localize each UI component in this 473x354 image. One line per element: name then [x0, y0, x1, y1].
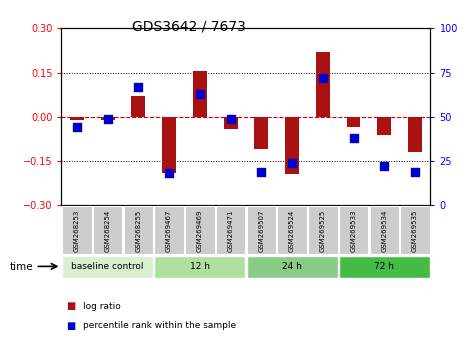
- Bar: [216, 206, 245, 255]
- Text: GSM269471: GSM269471: [228, 209, 234, 252]
- Text: time: time: [9, 262, 33, 272]
- Text: 72 h: 72 h: [374, 262, 394, 271]
- Bar: [400, 206, 430, 255]
- Bar: [377, 117, 391, 135]
- Text: GSM269524: GSM269524: [289, 209, 295, 252]
- Bar: [185, 206, 215, 255]
- Bar: [254, 117, 268, 149]
- Text: GSM269533: GSM269533: [350, 209, 357, 252]
- Bar: [408, 117, 422, 152]
- Bar: [154, 206, 184, 255]
- Point: [319, 75, 326, 81]
- Bar: [193, 71, 207, 117]
- Point: [134, 84, 142, 90]
- Text: GSM268254: GSM268254: [105, 209, 111, 252]
- Point: [350, 135, 358, 141]
- Text: GSM269535: GSM269535: [412, 209, 418, 252]
- Bar: [339, 256, 430, 278]
- Bar: [154, 256, 245, 278]
- Text: percentile rank within the sample: percentile rank within the sample: [83, 321, 236, 330]
- Text: GSM269469: GSM269469: [197, 209, 203, 252]
- Point: [411, 169, 419, 175]
- Text: GSM269507: GSM269507: [258, 209, 264, 252]
- Text: GSM269534: GSM269534: [381, 209, 387, 252]
- Text: 12 h: 12 h: [190, 262, 210, 271]
- Bar: [285, 117, 299, 175]
- Bar: [162, 117, 176, 173]
- Text: log ratio: log ratio: [83, 302, 121, 311]
- Bar: [277, 206, 307, 255]
- Bar: [101, 117, 114, 120]
- Point: [380, 164, 388, 169]
- Point: [196, 91, 203, 97]
- Bar: [62, 256, 153, 278]
- Bar: [131, 96, 145, 117]
- Text: GSM268253: GSM268253: [74, 209, 80, 252]
- Bar: [62, 206, 92, 255]
- Bar: [93, 206, 123, 255]
- Text: ■: ■: [66, 301, 76, 311]
- Bar: [246, 206, 276, 255]
- Text: 24 h: 24 h: [282, 262, 302, 271]
- Bar: [224, 117, 237, 129]
- Point: [257, 169, 265, 175]
- Point: [227, 116, 235, 121]
- Bar: [369, 206, 399, 255]
- Bar: [123, 206, 153, 255]
- Text: baseline control: baseline control: [71, 262, 144, 271]
- Bar: [246, 256, 338, 278]
- Text: GDS3642 / 7673: GDS3642 / 7673: [132, 19, 246, 34]
- Bar: [70, 117, 84, 120]
- Bar: [339, 206, 368, 255]
- Point: [104, 116, 112, 121]
- Bar: [308, 206, 338, 255]
- Point: [73, 125, 80, 130]
- Text: ■: ■: [66, 321, 76, 331]
- Text: GSM268255: GSM268255: [135, 209, 141, 252]
- Bar: [316, 52, 330, 117]
- Text: GSM269467: GSM269467: [166, 209, 172, 252]
- Bar: [347, 117, 360, 127]
- Point: [166, 171, 173, 176]
- Point: [288, 160, 296, 166]
- Text: GSM269525: GSM269525: [320, 209, 326, 252]
